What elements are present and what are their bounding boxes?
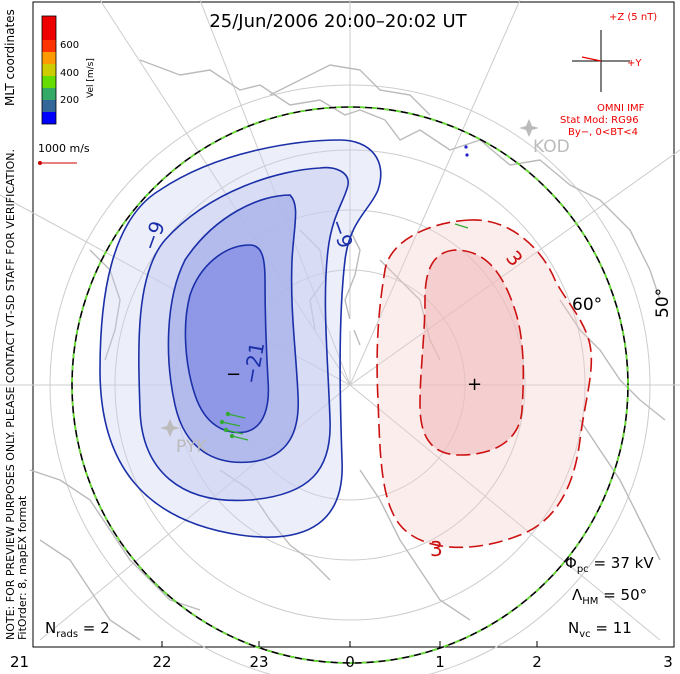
velocity-vector (225, 429, 244, 435)
station-pyk-label: PYK (176, 437, 208, 457)
station-pyk-marker-icon (160, 419, 180, 437)
mlt-label-0: 0 (345, 653, 355, 671)
color-swatch (42, 16, 56, 40)
color-bar-outline (41, 15, 57, 125)
imf-z-label: +Z (5 nT) (609, 12, 657, 23)
velocity-dot (464, 145, 468, 149)
meridian (349, 0, 521, 386)
vector-origin (225, 411, 231, 417)
stats: Φpc = 37 kV ΛHM = 50° Nvc = 11 Nrads = 2 (45, 554, 654, 640)
vector-origin (223, 427, 229, 433)
imf-clock: +Z (5 nT) +Y OMNI IMF Stat Mod: RG96 By−… (560, 12, 657, 138)
positive-contour-inner (419, 249, 525, 456)
coordinate-system-label: MLT coordinates (3, 9, 17, 106)
positive-potential-cell (376, 219, 593, 549)
stat-nvc-value: = 11 (591, 619, 632, 637)
color-swatch (42, 112, 56, 124)
velocity-vector (227, 413, 246, 419)
mlt-axis: 21 22 23 0 1 2 3 (10, 641, 673, 671)
color-swatch (42, 40, 56, 52)
imf-y-label: +Y (627, 58, 642, 69)
negative-contour-core (184, 244, 270, 434)
color-swatch (42, 52, 56, 64)
color-swatch (42, 64, 56, 76)
stat-phi-subscript: pc (577, 564, 589, 575)
velocity-vector (454, 223, 469, 229)
coastlines (29, 59, 666, 641)
contour-label-pos-bottom: 3 (430, 537, 443, 561)
meridian (349, 384, 661, 641)
potential-min-marker: − (226, 364, 241, 385)
stat-phi-symbol: Φ (565, 554, 577, 572)
velocity-vectors-pyk (219, 411, 249, 441)
coastline-south-east (359, 469, 471, 621)
color-swatch (42, 100, 56, 112)
preview-note: NOTE: FOR PREVIEW PURPOSES ONLY. PLEASE … (4, 149, 17, 640)
station-kod-label: KOD (533, 137, 570, 157)
latitude-label-60: 60° (572, 295, 602, 315)
stat-nrads-value: = 2 (78, 619, 110, 637)
imf-vector (581, 56, 602, 62)
color-swatch (42, 76, 56, 88)
coastline-west (89, 249, 121, 361)
vector-origin (229, 433, 235, 439)
stat-nrads: Nrads = 2 (45, 619, 110, 640)
stat-lambda-value: = 50° (598, 586, 647, 604)
mlt-label-1: 1 (435, 653, 445, 671)
coastline-east (579, 419, 661, 561)
velocity-dot (465, 153, 469, 157)
stat-nrads-symbol: N (45, 619, 56, 637)
latitude-label-50: 50° (653, 288, 673, 318)
color-tick-400: 400 (60, 68, 79, 79)
stat-lambda-symbol: Λ (572, 586, 583, 604)
mlt-label-3: 3 (663, 653, 673, 671)
stat-phi-pc: Φpc = 37 kV (565, 554, 654, 575)
imf-source: OMNI IMF (597, 103, 645, 114)
velocity-dots-kod (464, 145, 469, 157)
color-swatch (42, 88, 56, 100)
coastline-southwest (29, 469, 201, 611)
imf-bin: By−, 0<BT<4 (568, 127, 638, 138)
color-bar-label: Vel [m/s] (86, 58, 96, 98)
color-tick-600: 600 (60, 40, 79, 51)
vector-scale-label: 1000 m/s (38, 142, 90, 155)
stat-lambda-subscript: HM (582, 596, 598, 607)
stat-nvc: Nvc = 11 (568, 619, 632, 640)
velocity-color-bar: 600 400 200 Vel [m/s] (41, 15, 96, 125)
station-kod-marker-icon (519, 119, 539, 137)
imf-stat-model: Stat Mod: RG96 (560, 115, 639, 126)
vector-origin (219, 419, 225, 425)
color-tick-200: 200 (60, 95, 79, 106)
vector-scale-origin (38, 161, 42, 165)
potential-max-marker: + (467, 374, 482, 395)
velocity-vector (231, 435, 249, 441)
fit-info: FitOrder: 8, mapEX format (16, 495, 29, 640)
meridian (349, 149, 680, 386)
negative-potential-cell (99, 139, 382, 538)
station-pyk: PYK (160, 419, 208, 457)
mlt-label-22: 22 (152, 653, 171, 671)
coastline-southwest-2 (39, 539, 141, 641)
coastline-east-2 (559, 299, 666, 421)
coastline-north (139, 59, 661, 301)
mlt-label-21: 21 (10, 653, 29, 671)
station-kod: KOD (519, 119, 570, 157)
stat-nrads-subscript: rads (56, 629, 78, 640)
velocity-vector (221, 421, 241, 427)
stat-nvc-subscript: vc (579, 629, 590, 640)
mlt-label-23: 23 (249, 653, 268, 671)
mlt-label-2: 2 (532, 653, 542, 671)
stat-lambda-hm: ΛHM = 50° (572, 586, 647, 607)
stat-nvc-symbol: N (568, 619, 579, 637)
pole-marker (342, 319, 358, 331)
coastline-north-islands (269, 64, 431, 116)
stat-phi-value: = 37 kV (589, 554, 655, 572)
map-title: 25/Jun/2006 20:00–20:02 UT (209, 11, 467, 32)
velocity-vectors-north (454, 223, 469, 229)
hm-boundary-dashes (71, 106, 629, 664)
